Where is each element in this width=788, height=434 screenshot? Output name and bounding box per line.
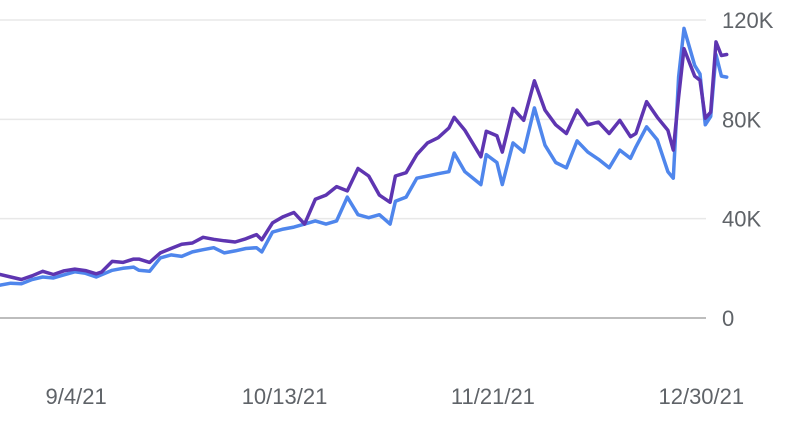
y-tick-label: 80K [722,107,761,132]
y-tick-label: 40K [722,207,761,232]
x-tick-label: 11/21/21 [451,384,535,409]
x-tick-label: 12/30/21 [658,384,744,409]
x-tick-label: 9/4/21 [46,384,107,409]
series-lines [0,26,729,287]
y-tick-label: 0 [722,306,734,331]
x-tick-label: 10/13/21 [242,384,328,409]
gridlines [0,19,706,319]
tick-labels: 0 40K 80K 120K 9/4/21 10/13/21 11/21/21 12/30/2… [46,8,774,409]
series-line-series-light [0,26,729,287]
series-line-series-dark [0,40,729,282]
y-tick-label: 120K [722,8,774,33]
